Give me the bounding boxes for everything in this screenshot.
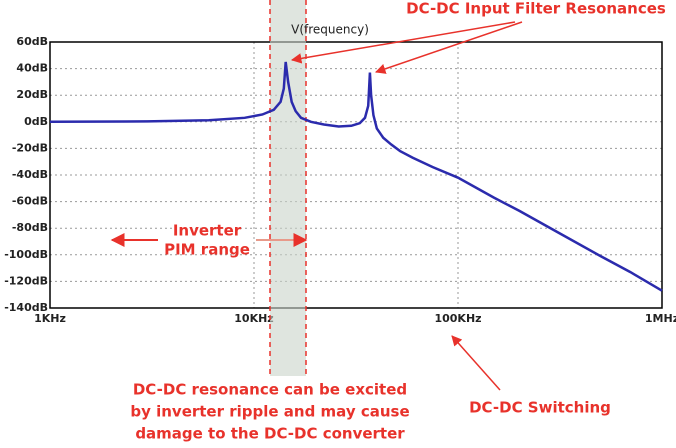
arrow — [290, 21, 516, 64]
arrow — [375, 21, 523, 74]
annotation: DC-DC Switching — [469, 399, 611, 417]
annotation: PIM range — [164, 241, 250, 259]
annotation: DC-DC resonance can be excited — [133, 381, 407, 399]
x-tick-label: 10KHz — [234, 312, 273, 325]
y-tick-label: -140dB — [4, 301, 48, 314]
y-tick-label: 20dB — [16, 88, 48, 101]
annotation: by inverter ripple and may cause — [130, 403, 409, 421]
x-tick-label: 1MHz — [645, 312, 676, 325]
y-tick-label: -80dB — [12, 221, 48, 234]
pim-band — [270, 0, 306, 376]
x-tick-label: 1KHz — [34, 312, 66, 325]
annotation: damage to the DC-DC converter — [135, 425, 405, 443]
arrow — [451, 335, 501, 391]
y-tick-label: 0dB — [24, 115, 48, 128]
annotation: DC-DC Input Filter Resonances — [406, 0, 666, 18]
plot-frame — [49, 41, 663, 309]
y-tick-label: 60dB — [16, 35, 48, 48]
y-tick-label: -120dB — [4, 274, 48, 287]
y-tick-label: -40dB — [12, 168, 48, 181]
y-tick-label: -100dB — [4, 248, 48, 261]
trace-label: V(frequency) — [291, 23, 369, 37]
y-tick-label: -20dB — [12, 141, 48, 154]
y-tick-label: 40dB — [16, 62, 48, 75]
annotation: Inverter — [173, 222, 242, 240]
trace — [49, 61, 663, 292]
x-tick-label: 100KHz — [434, 312, 481, 325]
y-tick-label: -60dB — [12, 195, 48, 208]
